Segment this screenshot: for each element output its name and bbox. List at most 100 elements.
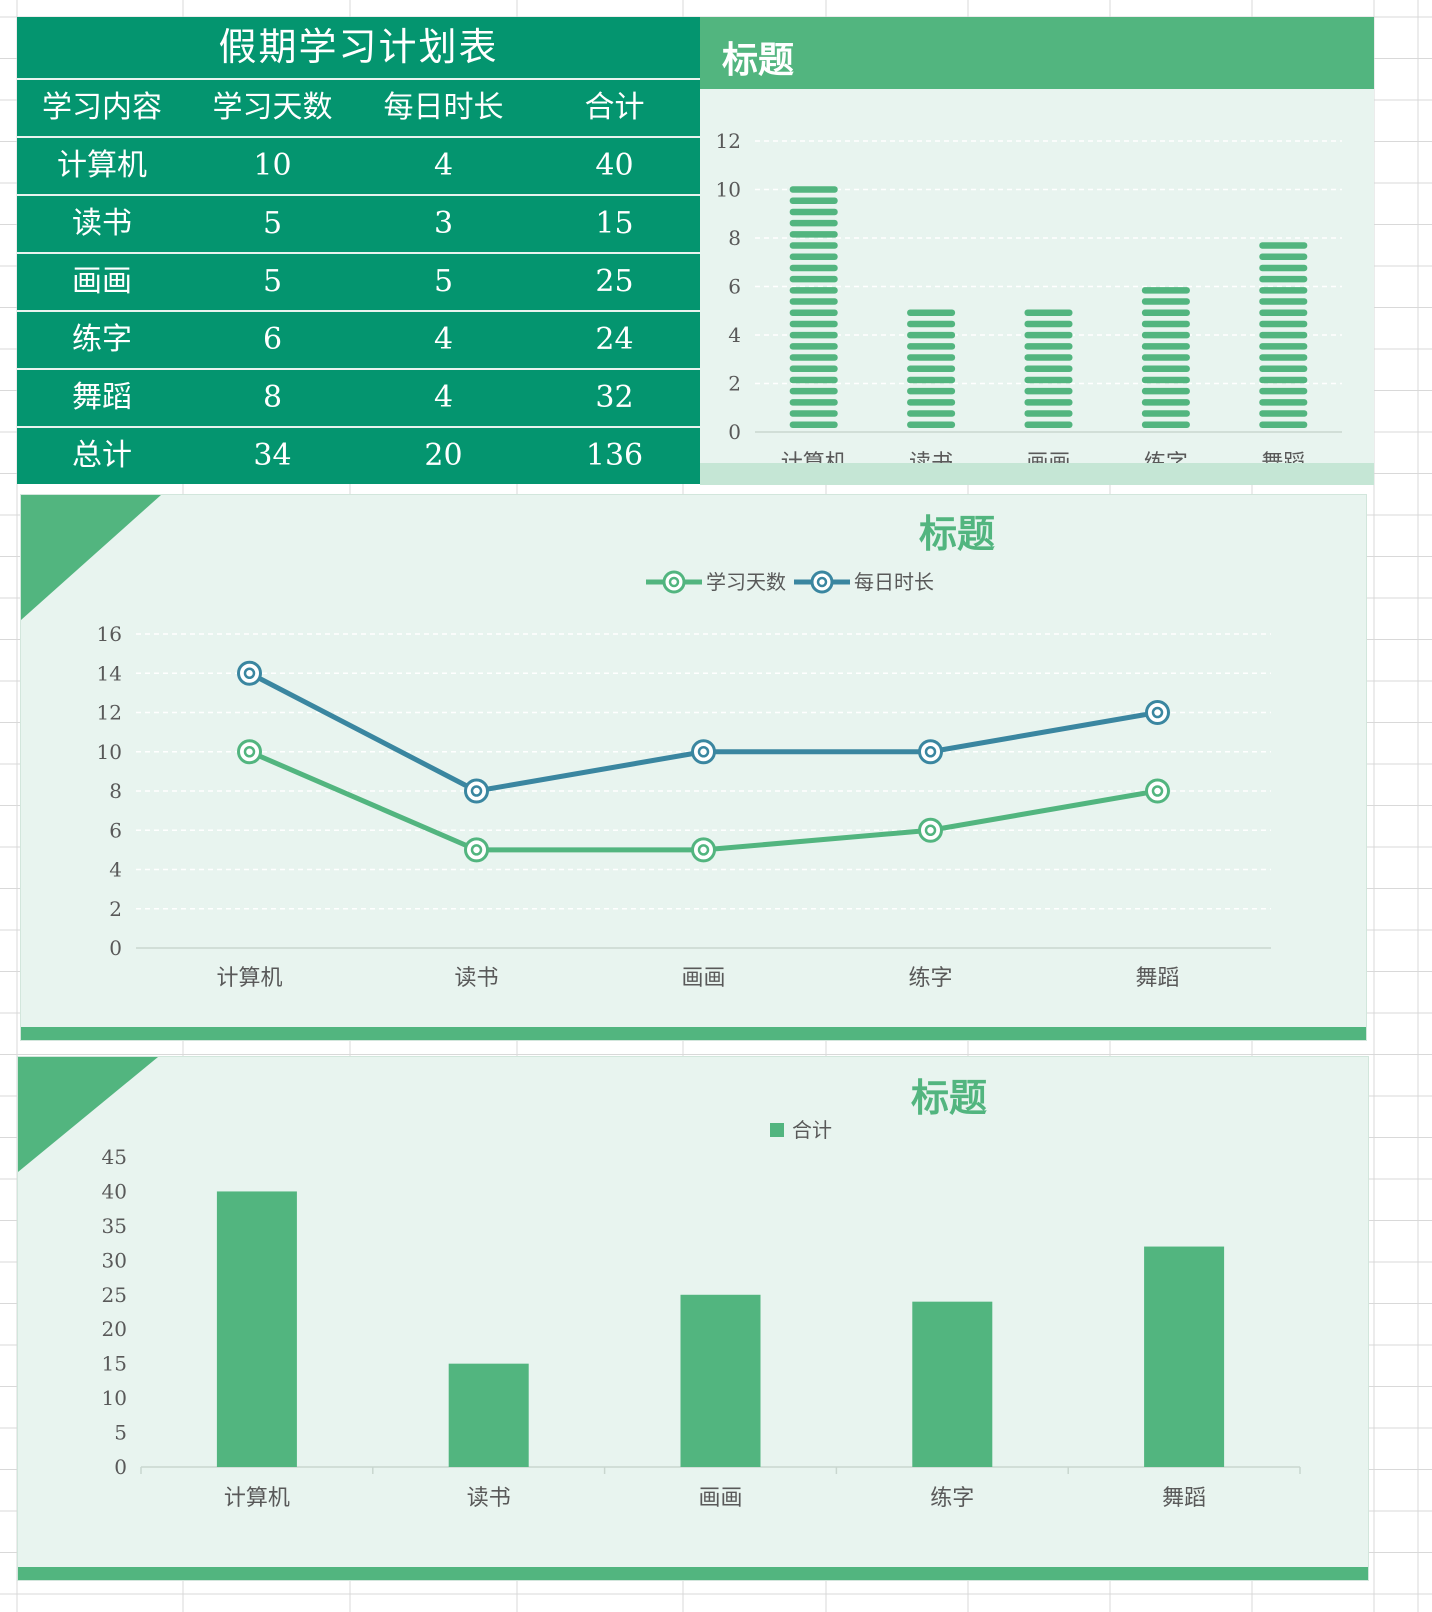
bar-segment	[1259, 287, 1308, 294]
bar-segment	[1141, 287, 1190, 294]
y-tick-label: 2	[728, 372, 741, 396]
table-cell[interactable]: 计算机	[57, 148, 147, 183]
series-line	[248, 671, 1158, 794]
table-cell[interactable]: 10	[253, 148, 292, 183]
table-cell[interactable]: 5	[262, 206, 283, 241]
table-cell[interactable]: 32	[595, 380, 634, 415]
header-cell[interactable]: 合计	[584, 90, 645, 125]
table-cell[interactable]: 4	[433, 322, 454, 357]
chart-title: 标题	[722, 39, 795, 81]
header-cell[interactable]: 学习天数	[212, 90, 333, 125]
bar-segment	[1259, 399, 1308, 406]
y-tick-label: 20	[102, 1317, 127, 1341]
table-cell[interactable]: 6	[262, 322, 283, 357]
bar-segment	[789, 376, 838, 384]
x-tick-label: 练字	[908, 966, 952, 991]
bar-segment	[1024, 331, 1073, 339]
bar-segment	[1259, 376, 1308, 384]
y-tick-label: 5	[114, 1421, 127, 1445]
chart-bottom-strip	[18, 1567, 1368, 1580]
legend-item: 合计	[770, 1118, 832, 1142]
data-point	[691, 739, 716, 765]
bar-segment	[789, 387, 838, 395]
bar-segment	[1259, 264, 1308, 272]
header-cell[interactable]: 学习内容	[42, 90, 162, 125]
table-cell[interactable]: 8	[262, 380, 283, 415]
bar-segment	[1024, 376, 1073, 384]
table-cell[interactable]: 舞蹈	[72, 380, 132, 415]
table-cell[interactable]: 画画	[72, 264, 132, 299]
bar-segment	[789, 208, 838, 216]
bar-segment	[1259, 320, 1308, 328]
bar-segment	[789, 410, 838, 417]
total-cell[interactable]: 总计	[72, 438, 132, 473]
bar-segment	[907, 410, 956, 417]
chart-footer-strip	[700, 463, 1374, 485]
total-cell[interactable]: 20	[424, 438, 463, 473]
legend-marker-inner	[668, 576, 680, 588]
y-tick-label: 4	[728, 323, 741, 347]
legend-swatch	[770, 1123, 784, 1137]
table-row: 舞蹈 8 4 32	[17, 370, 700, 428]
total-cell[interactable]: 136	[585, 438, 644, 473]
table-cell[interactable]: 15	[595, 206, 634, 241]
table-cell[interactable]: 练字	[72, 322, 132, 357]
chart-title: 标题	[919, 511, 996, 556]
legend-label: 学习天数	[706, 570, 786, 594]
table-cell[interactable]: 5	[433, 264, 454, 299]
y-tick-label: 15	[102, 1352, 127, 1376]
bar-segment	[907, 343, 956, 350]
bar-segment	[907, 309, 956, 316]
bar-segment	[1141, 320, 1190, 328]
table-cell[interactable]: 25	[595, 264, 634, 299]
table-cell[interactable]: 4	[433, 148, 454, 183]
table-cell[interactable]: 5	[262, 264, 283, 299]
bar-segment	[789, 399, 838, 406]
table-cell[interactable]: 24	[595, 322, 634, 357]
bar-segment	[789, 264, 838, 272]
striped-bar-chart-panel[interactable]: 标题 024681012计算机读书画画练字舞蹈	[700, 17, 1374, 485]
bar-segment	[1024, 387, 1073, 395]
total-cell[interactable]: 34	[253, 438, 292, 473]
bar-segment	[1024, 421, 1073, 428]
header-cell[interactable]: 每日时长	[383, 90, 504, 125]
bar-segment	[789, 287, 838, 294]
bar-segment	[1024, 343, 1073, 350]
marker-inner	[924, 746, 937, 758]
bar-segment	[789, 298, 838, 305]
y-tick-label: 40	[102, 1179, 127, 1203]
bar-segment	[789, 320, 838, 328]
legend-label: 合计	[792, 1118, 832, 1142]
bar-segment	[1259, 343, 1308, 350]
bar-segment	[789, 231, 838, 238]
line-chart-panel[interactable]: 标题 0 2 4 6 8 10 12 14 16 计算机 读书 画画 练字 舞蹈 学习天数 每日时长	[20, 494, 1367, 1041]
table-cell[interactable]: 4	[433, 380, 454, 415]
x-tick-label: 读书	[454, 966, 498, 991]
legend-label: 每日时长	[854, 570, 934, 594]
x-tick-label: 画画	[698, 1486, 742, 1511]
bar-segment	[1141, 399, 1190, 406]
bar-segment	[1024, 309, 1073, 316]
bar-segment	[1259, 309, 1308, 316]
striped-bar-chart: 024681012计算机读书画画练字舞蹈	[716, 129, 1342, 476]
data-point	[691, 837, 716, 863]
y-tick-label: 10	[716, 178, 741, 202]
table-cell[interactable]: 读书	[72, 206, 132, 241]
y-tick-label: 14	[97, 661, 122, 685]
table-row: 读书 5 3 15	[17, 196, 700, 254]
total-bar-chart-panel[interactable]: 标题 0 5 10 15 20 25 30 35 40 45 计算机 读书 画画 练字 舞蹈 合计	[17, 1056, 1369, 1581]
x-tick-label: 舞蹈	[1162, 1486, 1206, 1511]
marker-inner	[470, 785, 483, 797]
marker-inner	[697, 746, 710, 758]
bar-segment	[1024, 365, 1073, 372]
table-cell[interactable]: 40	[595, 148, 634, 183]
bar-segment	[907, 320, 956, 328]
line-chart: 0 2 4 6 8 10 12 14 16 计算机 读书 画画 练字 舞蹈 学习天数 每日时长	[97, 570, 1271, 991]
table-cell[interactable]: 3	[433, 206, 454, 241]
bar-segment	[789, 275, 838, 283]
x-tick-label: 计算机	[224, 1486, 290, 1511]
bar-segment	[1259, 242, 1308, 249]
bar-segment	[789, 365, 838, 372]
data-point	[918, 739, 943, 765]
table-row: 练字 6 4 24	[17, 312, 700, 370]
